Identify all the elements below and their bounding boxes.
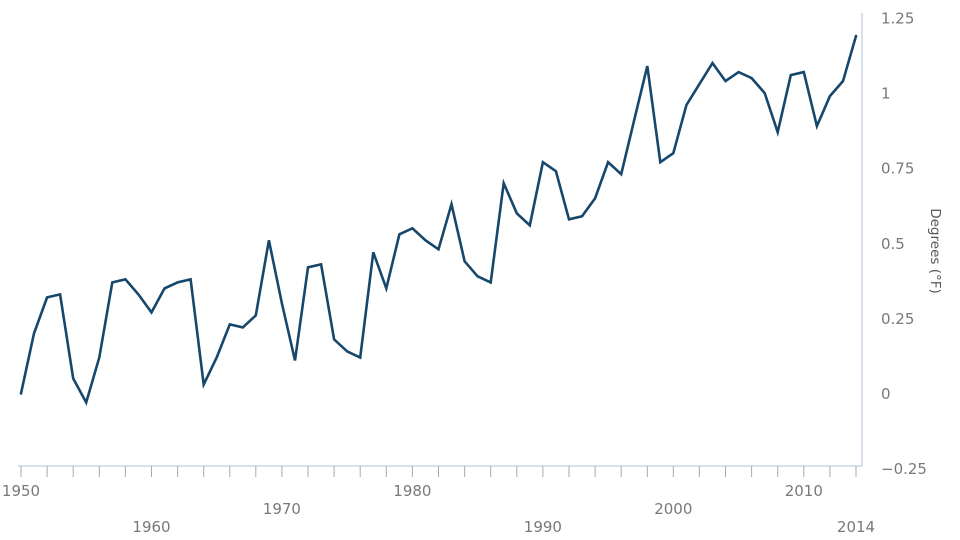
- temperature-line: [19, 34, 858, 406]
- x-tick-label: 1960: [132, 518, 170, 536]
- x-tick-label: 2000: [654, 500, 692, 518]
- y-tick-label: 0.5: [881, 235, 905, 253]
- x-tick-marks: [20, 466, 857, 477]
- x-tick-label: 1970: [263, 500, 301, 518]
- x-tick-label: 2014: [837, 518, 875, 536]
- y-tick-label: 1.25: [881, 10, 914, 28]
- y-tick-labels: 1.25 1 0.75 0.5 0.25 0 −0.25: [881, 10, 927, 479]
- x-tick-labels: 1950 1960 1970 1980 1990 2000 2010 2014: [2, 482, 875, 536]
- y-tick-label: 0.75: [881, 160, 914, 178]
- x-tick-label: 2010: [785, 482, 823, 500]
- y-tick-label: 1: [881, 85, 891, 103]
- x-tick-label: 1950: [2, 482, 40, 500]
- y-tick-label: 0: [881, 385, 891, 403]
- y-tick-label: −0.25: [881, 460, 927, 478]
- x-tick-label: 1980: [393, 482, 431, 500]
- y-axis-title: Degrees (°F): [927, 208, 943, 294]
- y-tick-label: 0.25: [881, 310, 914, 328]
- x-tick-label: 1990: [524, 518, 562, 536]
